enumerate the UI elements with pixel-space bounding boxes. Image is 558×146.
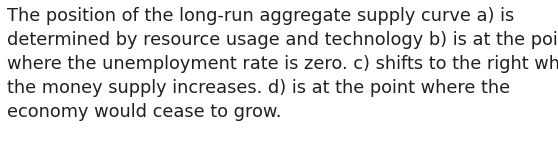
Text: The position of the long-run aggregate supply curve a) is
determined by resource: The position of the long-run aggregate s… [7,7,558,120]
